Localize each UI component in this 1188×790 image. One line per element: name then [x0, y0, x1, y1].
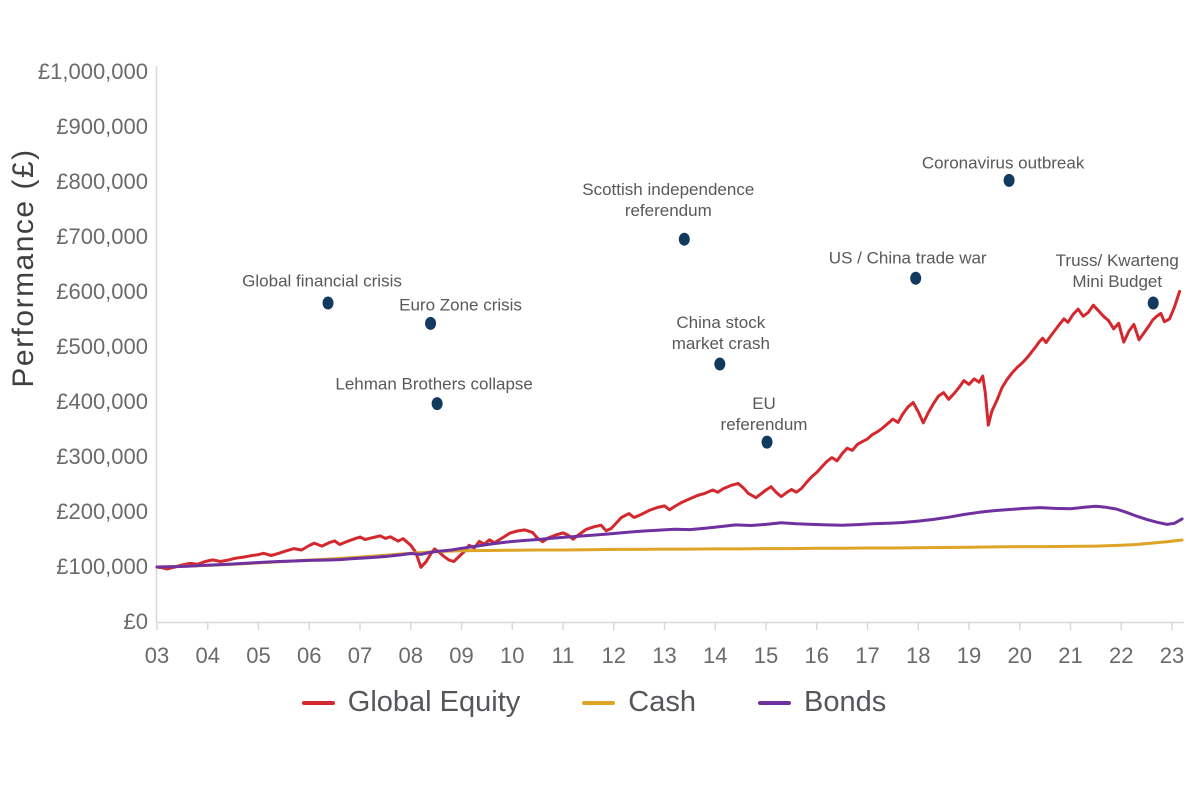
y-tick-label: £1,000,000	[37, 59, 148, 84]
x-tick-label: 15	[753, 643, 779, 668]
x-tick-label: 08	[398, 643, 423, 668]
x-tick-label: 19	[956, 643, 982, 668]
x-tick-label: 10	[500, 643, 525, 668]
global-equity-line-swatch	[301, 700, 335, 705]
x-tick-label: 22	[1109, 643, 1134, 668]
y-tick-label: £300,000	[56, 444, 148, 469]
x-tick-label: 17	[855, 643, 880, 668]
event-marker	[761, 435, 773, 449]
x-tick-label: 13	[652, 643, 677, 668]
y-tick-label: £0	[123, 609, 148, 634]
x-tick-label: 14	[703, 643, 728, 668]
x-tick-label: 23	[1159, 643, 1185, 668]
event-marker	[678, 232, 690, 246]
legend-item-cash: Cash	[582, 686, 696, 719]
legend: Global Equity Cash Bonds	[0, 686, 1188, 719]
y-tick-label: £500,000	[56, 334, 148, 359]
legend-label-bonds: Bonds	[803, 686, 887, 718]
event-marker	[425, 316, 437, 330]
series-line-bonds	[155, 504, 1184, 569]
x-tick-label: 05	[246, 643, 271, 668]
event-marker	[910, 271, 922, 285]
event-marker	[714, 357, 726, 371]
y-tick-label: £200,000	[56, 499, 148, 524]
cash-line-swatch	[582, 700, 616, 705]
x-tick-label: 21	[1058, 643, 1083, 668]
x-tick-label: 07	[347, 643, 373, 668]
y-tick-label: £700,000	[56, 224, 148, 249]
x-tick-label: 16	[804, 643, 829, 668]
event-marker	[322, 296, 334, 310]
y-tick-label: £900,000	[56, 114, 148, 139]
series-line-global-equity	[155, 289, 1182, 571]
x-axis-tick-labels: 03 04 05 06 07 08 09 10 11 12 13 14 15 16 17 18 19 20 21 22…	[0, 643, 1188, 673]
legend-label-global-equity: Global Equity	[347, 686, 521, 718]
legend-label-cash: Cash	[628, 686, 696, 718]
x-tick-label: 03	[144, 643, 170, 668]
x-tick-label: 12	[601, 643, 626, 668]
event-marker	[1003, 173, 1015, 187]
legend-item-bonds: Bonds	[757, 686, 887, 719]
y-axis-tick-labels: £0 £100,000 £200,000 £300,000 £400,000 £500,0…	[0, 0, 148, 790]
y-tick-label: £400,000	[56, 389, 148, 414]
x-tick-label: 09	[449, 643, 474, 668]
x-tick-label: 18	[906, 643, 931, 668]
x-tick-label: 11	[551, 643, 575, 668]
y-tick-label: £100,000	[56, 554, 148, 579]
event-marker	[1147, 296, 1159, 310]
y-tick-label: £600,000	[56, 279, 148, 304]
legend-item-global-equity: Global Equity	[301, 686, 521, 719]
bonds-line-swatch	[757, 700, 791, 705]
x-tick-label: 06	[297, 643, 322, 668]
x-tick-label: 20	[1007, 643, 1032, 668]
x-tick-label: 04	[195, 643, 220, 668]
event-marker	[431, 397, 443, 411]
y-tick-label: £800,000	[56, 169, 148, 194]
